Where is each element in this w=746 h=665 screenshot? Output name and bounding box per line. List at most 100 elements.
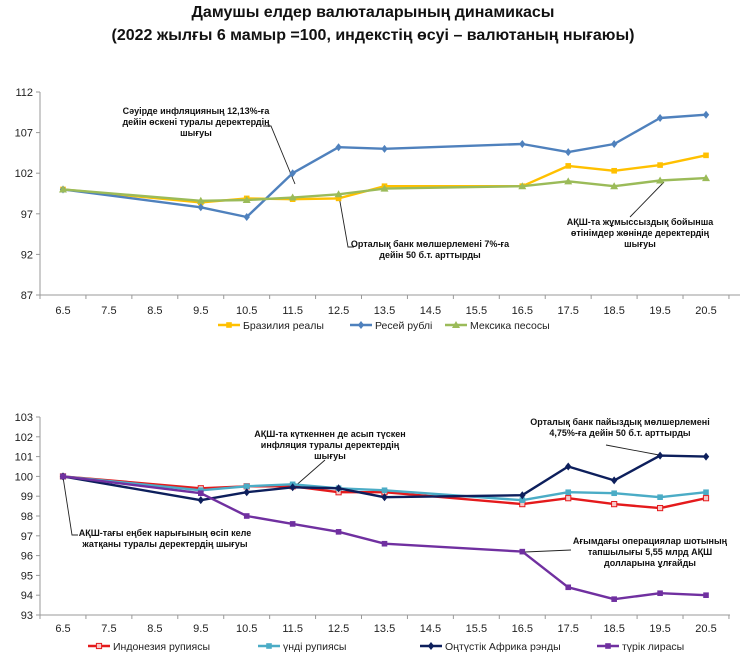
annotation-line: шығуы	[180, 128, 212, 138]
x-tick-label: 8.5	[147, 623, 162, 635]
data-point	[197, 203, 204, 212]
legend-marker	[427, 642, 435, 650]
y-tick-label: 93	[21, 610, 33, 622]
y-tick-label: 96	[21, 551, 33, 563]
data-point	[611, 596, 617, 602]
series-түрік-лирасы	[60, 473, 709, 602]
x-tick-label: 10.5	[236, 623, 257, 635]
series-оңтүстік-африка-рэнды	[59, 451, 710, 505]
x-tick-label: 12.5	[328, 623, 349, 635]
data-point	[334, 190, 343, 198]
y-tick-label: 102	[15, 432, 33, 444]
data-point	[611, 167, 617, 174]
x-tick-label: 13.5	[374, 623, 395, 635]
data-point	[702, 495, 710, 502]
data-point	[197, 490, 204, 497]
data-point	[381, 493, 388, 502]
annotation-text: АҚШ-та жұмыссыздық бойынша өтінімдер жөні…	[567, 217, 714, 249]
y-tick-label: 97	[21, 209, 33, 221]
data-point	[381, 487, 388, 494]
legend-item: түрік лирасы	[597, 641, 684, 653]
data-point	[243, 488, 250, 497]
x-tick-label: 16.5	[512, 623, 533, 635]
annotation-line: АҚШ-та күткеннен де асып түскен	[254, 429, 405, 439]
y-tick-label: 97	[21, 531, 33, 543]
annotation-line: Ағымдағы операциялар шотының	[573, 536, 728, 546]
legend-item: Оңтүстік Африка рэнды	[420, 641, 561, 653]
data-point	[656, 113, 664, 122]
data-point	[565, 462, 572, 471]
x-tick-label: 18.5	[603, 623, 624, 635]
data-point	[335, 529, 342, 535]
y-tick-label: 102	[15, 168, 33, 180]
y-tick-label: 100	[15, 471, 33, 483]
x-tick-label: 15.5	[466, 623, 487, 635]
data-point	[519, 491, 526, 500]
annotation-line: дейін өскені туралы деректердің	[122, 117, 270, 127]
data-point	[335, 484, 342, 493]
annotation-line: АҚШ-та жұмыссыздық бойынша	[567, 217, 714, 227]
x-tick-label: 12.5	[328, 305, 349, 317]
data-point	[611, 501, 618, 508]
annotation-text: Ағымдағы операциялар шотының тапшылығы 5,…	[573, 536, 728, 568]
data-point	[610, 139, 618, 148]
x-tick-label: 14.5	[420, 623, 441, 635]
data-point	[703, 152, 709, 159]
annotation-leader-line	[263, 125, 296, 185]
data-point	[657, 162, 663, 168]
data-point	[381, 540, 388, 547]
y-tick-label: 87	[21, 290, 33, 302]
x-tick-label: 17.5	[558, 623, 579, 635]
annotation-line: АҚШ-тағы еңбек нарығының өсіп келе	[79, 528, 252, 538]
data-point	[656, 176, 665, 184]
legend-label: Бразилия реалы	[243, 320, 324, 332]
data-point	[610, 182, 619, 190]
data-point	[519, 139, 526, 148]
x-tick-label: 19.5	[649, 305, 670, 317]
legend-marker	[226, 322, 232, 328]
x-tick-label: 20.5	[695, 305, 716, 317]
annotation-line: жатқаны туралы деректердің шығуы	[81, 539, 247, 549]
data-point	[564, 177, 573, 185]
x-tick-label: 7.5	[101, 305, 116, 317]
x-tick-label: 6.5	[55, 305, 70, 317]
bottom-chart: 93 94 95 96 97 98 99 100 101 102 103 6.5 7.5 8.5 9.5 10…	[15, 412, 730, 653]
data-point	[243, 213, 250, 222]
legend-marker	[357, 321, 365, 329]
data-point	[656, 451, 664, 460]
annotation-leader-line	[62, 476, 78, 536]
data-point	[565, 148, 572, 157]
series-ресей-рублі	[59, 110, 710, 222]
x-tick-label: 14.5	[420, 305, 441, 317]
data-point	[197, 496, 204, 505]
data-point	[380, 184, 389, 192]
y-tick-label: 98	[21, 511, 33, 523]
x-tick-label: 15.5	[466, 305, 487, 317]
top-chart: 87 92 97 102 107 112 6.5 7.5 8.5 9.5 10.5 11.5 12.5 1…	[15, 87, 740, 332]
data-point	[60, 473, 66, 480]
annotation-leader-line	[338, 195, 354, 248]
annotation-leader-line	[524, 549, 572, 553]
annotation-text: Орталық банк пайыздық мөлшерлемені 4,75%-…	[530, 417, 709, 438]
x-tick-label: 17.5	[558, 305, 579, 317]
data-point	[702, 110, 710, 119]
x-tick-label: 6.5	[55, 623, 70, 635]
legend-label: Индонезия рупиясы	[113, 641, 210, 653]
x-tick-label: 11.5	[282, 623, 303, 635]
x-tick-label: 9.5	[193, 305, 208, 317]
annotation-line: дейін 50 б.т. арттырды	[379, 250, 481, 260]
data-point	[289, 169, 296, 178]
legend-label: үнді рупиясы	[283, 641, 346, 653]
data-point	[196, 196, 205, 204]
y-tick-label: 112	[15, 87, 33, 99]
annotation-text: Сәуірде инфляцияның 12,13%-ға дейін өскен…	[122, 106, 270, 138]
data-point	[519, 497, 526, 503]
data-point	[288, 193, 297, 201]
x-tick-label: 16.5	[512, 305, 533, 317]
annotation-line: өтінімдер жөнінде деректердің	[571, 228, 710, 238]
legend-item: Индонезия рупиясы	[88, 641, 210, 653]
y-tick-label: 94	[21, 590, 33, 602]
data-point	[59, 185, 67, 193]
data-point	[243, 483, 250, 490]
